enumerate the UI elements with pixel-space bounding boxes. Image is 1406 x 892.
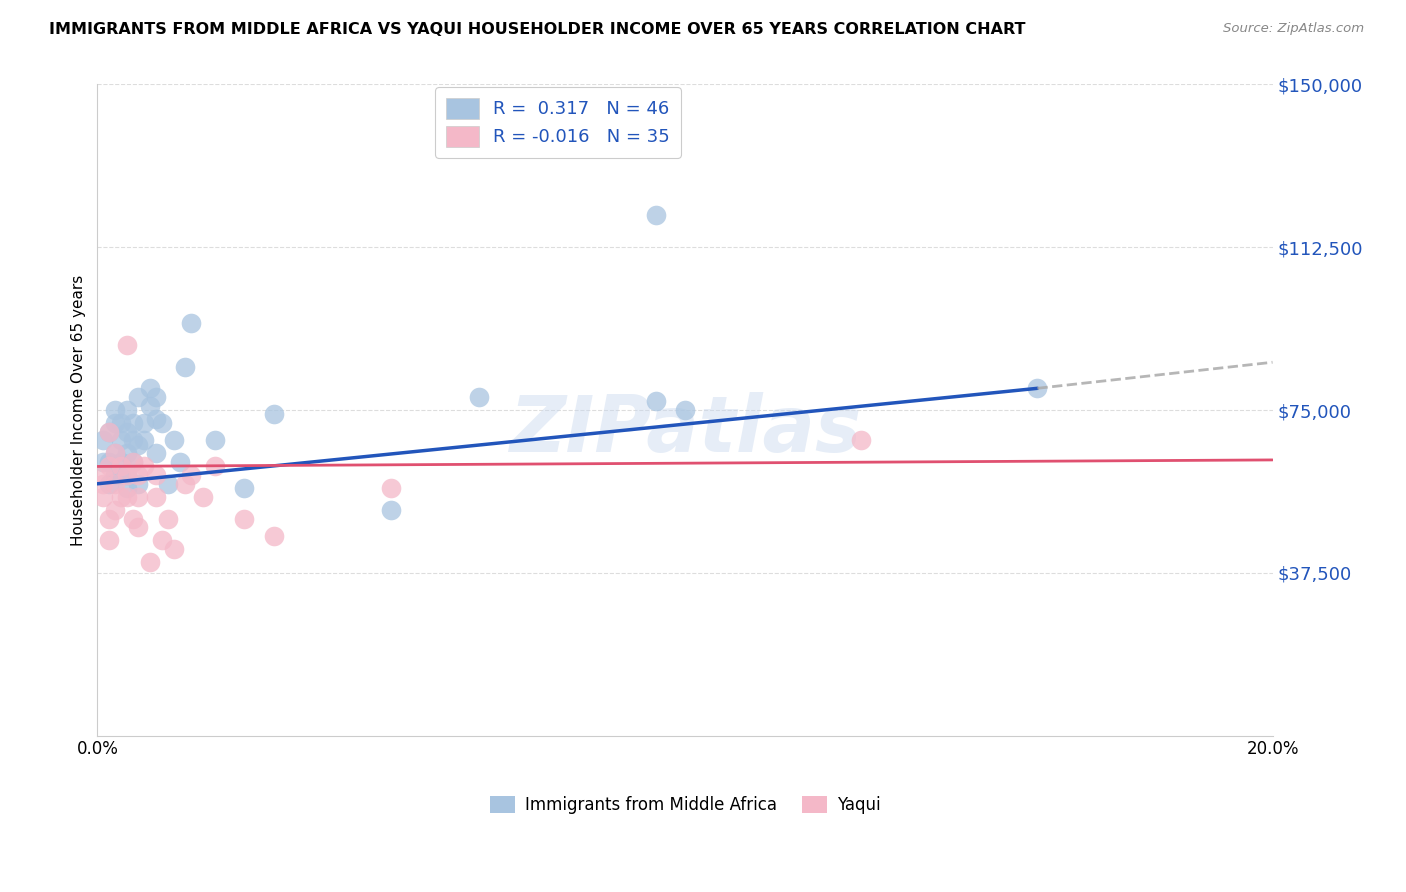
Point bbox=[110, 490, 132, 504]
Point bbox=[104, 503, 127, 517]
Point bbox=[115, 490, 138, 504]
Point bbox=[104, 476, 127, 491]
Point bbox=[1026, 381, 1049, 395]
Point bbox=[121, 455, 143, 469]
Point bbox=[145, 446, 167, 460]
Point bbox=[180, 316, 202, 330]
Point bbox=[104, 446, 127, 460]
Point bbox=[204, 459, 226, 474]
Point bbox=[110, 459, 132, 474]
Point bbox=[150, 533, 173, 548]
Point bbox=[150, 416, 173, 430]
Y-axis label: Householder Income Over 65 years: Householder Income Over 65 years bbox=[72, 275, 86, 546]
Point bbox=[644, 394, 666, 409]
Point bbox=[98, 476, 121, 491]
Point bbox=[98, 425, 121, 439]
Point bbox=[91, 434, 114, 448]
Point bbox=[127, 490, 149, 504]
Point bbox=[174, 476, 197, 491]
Point bbox=[110, 455, 132, 469]
Point bbox=[380, 481, 402, 495]
Point bbox=[145, 468, 167, 483]
Point bbox=[110, 434, 132, 448]
Text: Source: ZipAtlas.com: Source: ZipAtlas.com bbox=[1223, 22, 1364, 36]
Point bbox=[121, 434, 143, 448]
Point bbox=[233, 511, 256, 525]
Point bbox=[204, 434, 226, 448]
Point bbox=[145, 390, 167, 404]
Point bbox=[174, 359, 197, 374]
Point bbox=[156, 476, 179, 491]
Point bbox=[104, 446, 127, 460]
Point bbox=[91, 490, 114, 504]
Point bbox=[104, 416, 127, 430]
Legend: Immigrants from Middle Africa, Yaqui: Immigrants from Middle Africa, Yaqui bbox=[482, 789, 887, 821]
Point bbox=[145, 490, 167, 504]
Point bbox=[263, 408, 285, 422]
Point bbox=[139, 381, 162, 395]
Point bbox=[91, 468, 114, 483]
Point bbox=[134, 459, 156, 474]
Point bbox=[115, 468, 138, 483]
Text: ZIPatlas: ZIPatlas bbox=[509, 392, 860, 467]
Point bbox=[98, 455, 121, 469]
Point bbox=[127, 390, 149, 404]
Point bbox=[91, 476, 114, 491]
Point bbox=[91, 455, 114, 469]
Point bbox=[127, 520, 149, 534]
Point bbox=[169, 455, 191, 469]
Point bbox=[127, 468, 149, 483]
Point bbox=[127, 476, 149, 491]
Point bbox=[127, 438, 149, 452]
Point bbox=[121, 511, 143, 525]
Point bbox=[851, 434, 873, 448]
Point bbox=[134, 416, 156, 430]
Point bbox=[104, 468, 127, 483]
Point bbox=[134, 434, 156, 448]
Point bbox=[98, 459, 121, 474]
Point bbox=[156, 511, 179, 525]
Point bbox=[163, 434, 186, 448]
Point bbox=[180, 468, 202, 483]
Point bbox=[98, 425, 121, 439]
Point bbox=[139, 555, 162, 569]
Point bbox=[139, 399, 162, 413]
Point bbox=[115, 403, 138, 417]
Point bbox=[644, 208, 666, 222]
Point bbox=[110, 468, 132, 483]
Point bbox=[263, 529, 285, 543]
Point bbox=[121, 416, 143, 430]
Point bbox=[110, 416, 132, 430]
Point bbox=[115, 425, 138, 439]
Point bbox=[163, 541, 186, 556]
Point bbox=[98, 511, 121, 525]
Point bbox=[468, 390, 491, 404]
Point bbox=[380, 503, 402, 517]
Point bbox=[115, 338, 138, 352]
Point bbox=[121, 455, 143, 469]
Point bbox=[98, 533, 121, 548]
Point bbox=[115, 446, 138, 460]
Point bbox=[191, 490, 214, 504]
Point bbox=[104, 403, 127, 417]
Point bbox=[115, 468, 138, 483]
Point bbox=[673, 403, 696, 417]
Text: IMMIGRANTS FROM MIDDLE AFRICA VS YAQUI HOUSEHOLDER INCOME OVER 65 YEARS CORRELAT: IMMIGRANTS FROM MIDDLE AFRICA VS YAQUI H… bbox=[49, 22, 1026, 37]
Point bbox=[145, 411, 167, 425]
Point bbox=[233, 481, 256, 495]
Point bbox=[115, 481, 138, 495]
